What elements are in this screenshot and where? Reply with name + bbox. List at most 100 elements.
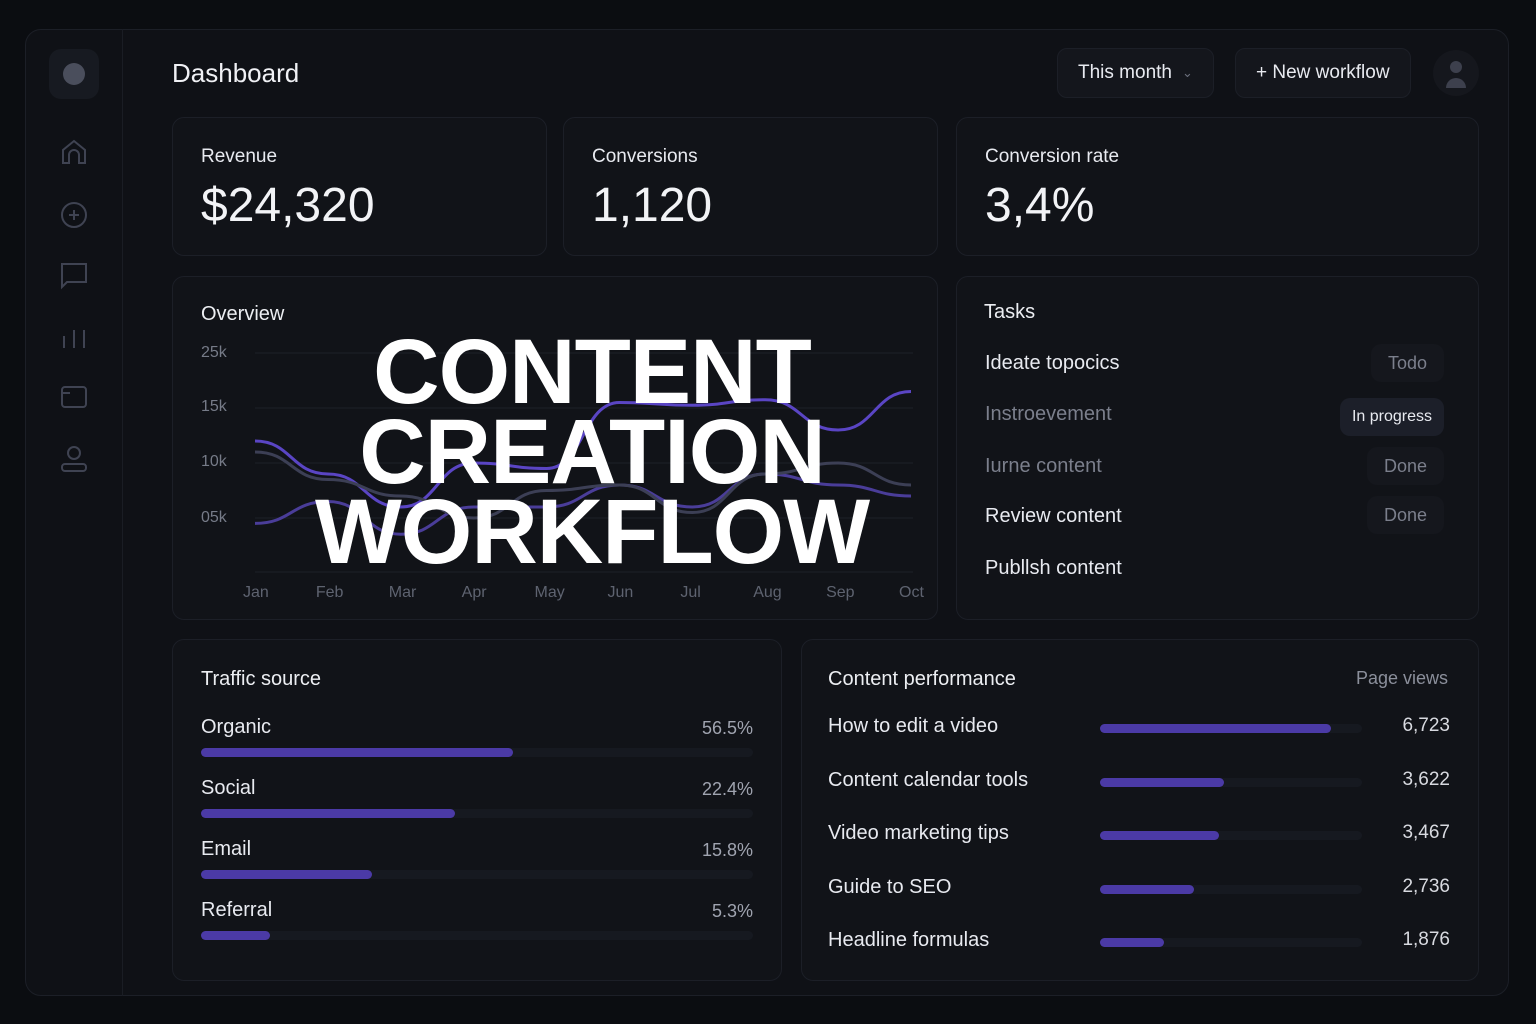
x-tick: Feb: [315, 584, 344, 601]
overlay-title-line1: CONTENT CREATION: [359, 332, 826, 492]
status-badge[interactable]: Done: [1366, 447, 1444, 485]
content-title: Video marketing tips: [828, 822, 1009, 844]
kpi-label: Conversions: [592, 146, 698, 167]
progress-fill: [1100, 831, 1219, 840]
traffic-row: Email 15.8%: [201, 838, 753, 879]
logo[interactable]: [49, 49, 99, 99]
x-tick: Sep: [826, 584, 855, 601]
y-tick: 15k: [201, 398, 227, 415]
performance-row[interactable]: Video marketing tips 3,467: [828, 822, 1450, 845]
progress-fill: [201, 748, 513, 757]
task-name[interactable]: Review content: [985, 505, 1122, 527]
page-views-value: 2,736: [1402, 875, 1450, 897]
traffic-row: Referral 5.3%: [201, 899, 753, 940]
y-tick: 10k: [201, 453, 227, 470]
tasks-title: Tasks: [984, 301, 1036, 323]
progress-fill: [1100, 777, 1225, 787]
kpi-value: $24,320: [201, 179, 375, 232]
period-select[interactable]: This month ⌄: [1057, 48, 1214, 98]
traffic-source-percent: 22.4%: [701, 779, 753, 799]
progress-track: [1100, 831, 1362, 840]
x-tick: Aug: [753, 584, 782, 601]
content-title: Headline formulas: [828, 929, 990, 951]
performance-row[interactable]: Headline formulas 1,876: [828, 929, 1450, 952]
overview-line-chart: [254, 352, 913, 573]
task-name[interactable]: Instroevement: [985, 403, 1112, 425]
chat-icon[interactable]: [59, 260, 89, 290]
traffic-source-percent: 56.5%: [701, 718, 753, 738]
avatar[interactable]: [1433, 50, 1479, 96]
x-tick: Apr: [461, 584, 487, 601]
traffic-row: Social 22.4%: [201, 777, 753, 818]
progress-fill: [1100, 724, 1331, 733]
traffic-source-card: Traffic source Organic 56.5% Social 22.4% Em…: [172, 639, 782, 981]
kpi-card-conversions: Conversions 1,120: [563, 117, 938, 256]
traffic-source-percent: 5.3%: [711, 901, 753, 921]
traffic-title: Traffic source: [201, 668, 322, 690]
performance-row[interactable]: How to edit a video 6,723: [828, 715, 1450, 738]
x-tick: Oct: [899, 584, 924, 601]
traffic-source-name: Organic: [201, 716, 272, 738]
add-circle-icon[interactable]: [59, 200, 89, 230]
sidebar: [25, 29, 123, 996]
traffic-source-name: Email: [201, 838, 252, 860]
content-title: Content calendar tools: [828, 768, 1029, 791]
x-tick: Jan: [243, 584, 269, 601]
status-badge[interactable]: Done: [1366, 496, 1444, 534]
status-badge[interactable]: In progress: [1339, 398, 1444, 436]
x-tick: Jun: [607, 584, 634, 601]
performance-row[interactable]: Content calendar tools 3,622: [828, 769, 1450, 792]
period-select-label: This month: [1078, 62, 1172, 83]
progress-track: [201, 809, 753, 818]
page-views-value: 3,467: [1402, 822, 1450, 843]
progress-track: [1100, 777, 1362, 787]
progress-fill: [201, 931, 270, 940]
content-title: How to edit a video: [828, 715, 999, 737]
page-views-header: Page views: [1355, 668, 1448, 688]
y-tick: 05k: [201, 509, 227, 526]
performance-row[interactable]: Guide to SEO 2,736: [828, 876, 1450, 899]
kpi-card-revenue: Revenue $24,320: [172, 117, 547, 256]
kpi-value: 3,4%: [985, 179, 1095, 232]
new-workflow-button[interactable]: + New workflow: [1235, 48, 1411, 98]
page-views-value: 6,723: [1402, 715, 1450, 736]
tasks-card: Tasks Ideate topocics Todo Instroevement…: [956, 276, 1479, 620]
progress-fill: [201, 809, 455, 818]
traffic-source-name: Referral: [201, 899, 273, 921]
page-title: Dashboard: [172, 58, 300, 88]
overlay-title-line2: WORKFLOW: [314, 492, 870, 572]
progress-fill: [1100, 884, 1194, 894]
progress-track: [201, 870, 753, 879]
task-name[interactable]: Publlsh content: [985, 557, 1122, 579]
logo-icon: [63, 63, 85, 85]
overview-title: Overview: [201, 303, 285, 325]
traffic-source-name: Social: [201, 777, 256, 799]
series-line-3: [254, 450, 912, 520]
content-performance-card: Content performance Page views How to ed…: [801, 639, 1479, 981]
y-tick: 25k: [201, 344, 227, 361]
status-badge[interactable]: Todo: [1370, 344, 1444, 382]
progress-track: [1100, 884, 1362, 894]
bar-chart-icon[interactable]: [59, 322, 89, 352]
page-views-value: 1,876: [1402, 929, 1450, 950]
user-avatar-icon: [1446, 61, 1466, 88]
series-line-2: [254, 472, 912, 536]
traffic-source-percent: 15.8%: [701, 840, 753, 860]
progress-track: [201, 931, 753, 940]
kpi-label: Conversion rate: [985, 146, 1120, 167]
chevron-down-icon: ⌄: [1181, 65, 1193, 80]
progress-track: [1100, 938, 1362, 947]
kpi-label: Revenue: [201, 146, 278, 167]
progress-track: [1100, 724, 1362, 733]
x-tick: Mar: [388, 584, 417, 601]
task-name[interactable]: Iurne content: [985, 455, 1102, 477]
progress-track: [201, 748, 753, 757]
task-name[interactable]: Ideate topocics: [985, 352, 1120, 374]
kpi-card-conversion-rate: Conversion rate 3,4%: [956, 117, 1479, 256]
home-icon[interactable]: [59, 137, 89, 167]
kpi-value: 1,120: [592, 179, 713, 232]
performance-title: Content performance: [828, 668, 1016, 690]
page-views-value: 3,622: [1402, 768, 1450, 790]
window-icon[interactable]: [59, 382, 89, 412]
user-icon[interactable]: [59, 443, 89, 473]
